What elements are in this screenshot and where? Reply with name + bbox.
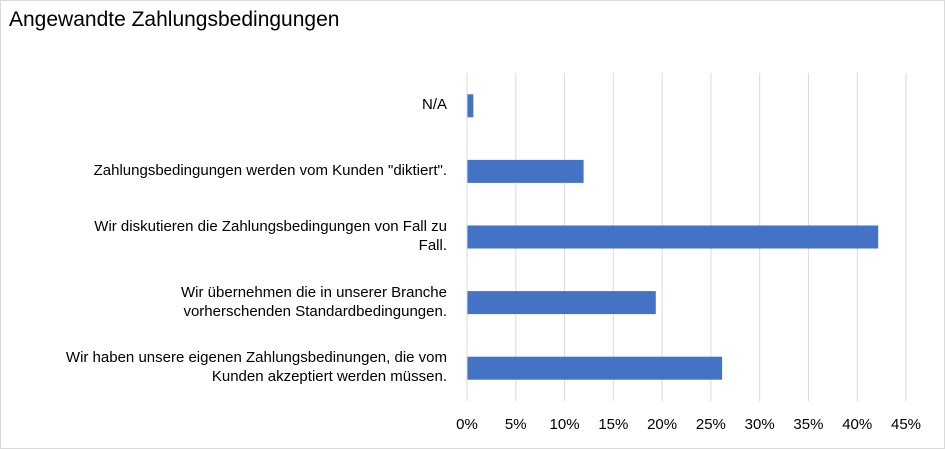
chart-title: Angewandte Zahlungsbedingungen xyxy=(9,8,340,31)
category-label-line: vorherschenden Standardbedingungen. xyxy=(183,302,447,320)
x-tick-label: 5% xyxy=(504,416,527,433)
x-tick-label: 15% xyxy=(598,416,629,433)
x-tick-label: 20% xyxy=(647,416,678,433)
category-label: N/A xyxy=(7,95,447,114)
category-label-line: Wir übernehmen die in unserer Branche xyxy=(181,283,447,301)
x-tick-label: 25% xyxy=(695,416,726,433)
category-label: Wir diskutieren die Zahlungsbedingungen … xyxy=(7,217,447,255)
bar-0 xyxy=(467,94,474,118)
category-label-line: Fall. xyxy=(418,237,447,254)
category-label-line: N/A xyxy=(421,96,447,114)
x-tick-label: 45% xyxy=(890,416,922,433)
category-label: Zahlungsbedingungen werden vom Kunden "d… xyxy=(7,161,447,180)
x-tick-label: 35% xyxy=(793,416,824,433)
bar-2 xyxy=(467,225,879,249)
bar-3 xyxy=(467,291,656,315)
category-label: Wir übernehmen die in unserer Branche vor… xyxy=(7,283,447,321)
x-tick-label: 40% xyxy=(842,416,873,433)
category-label-line: Kunden akzeptiert werden müssen. xyxy=(211,368,447,386)
category-label: Wir haben unsere eigenen Zahlungsbedinun… xyxy=(7,348,447,386)
category-label-line: Wir haben unsere eigenen Zahlungsbedinun… xyxy=(65,349,447,367)
category-label-line: Wir diskutieren die Zahlungsbedingungen … xyxy=(94,218,447,235)
bar-4 xyxy=(467,356,723,380)
x-tick-label: 30% xyxy=(744,416,775,433)
x-tick-label: 10% xyxy=(549,416,580,433)
x-tick-label: 0% xyxy=(456,416,478,433)
bar-1 xyxy=(467,159,584,183)
category-label-line: Zahlungsbedingungen werden vom Kunden "d… xyxy=(93,161,447,179)
